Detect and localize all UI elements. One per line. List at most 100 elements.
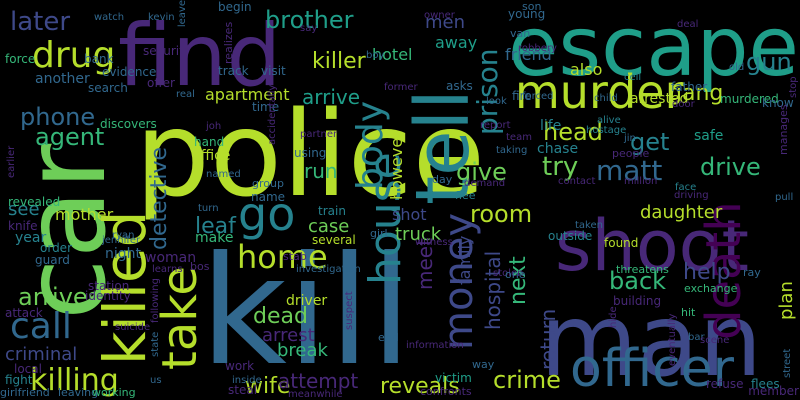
word-friend: friend [505,45,552,64]
word-shot: shot [392,205,427,224]
word-joh: joh [205,121,221,132]
word-jennifer: jennifer [101,235,141,246]
word-following: following [150,278,161,323]
word-eventually: eventually [667,313,678,366]
word-away: away [435,33,477,52]
word-former: former [384,82,418,93]
word-gang: gang [668,81,723,106]
word-alive: alive [597,115,621,126]
word-report: report [480,120,511,131]
word-escape: escape [508,0,799,95]
word-begin: begin [218,0,252,14]
word-son: son [522,0,541,13]
word-group: group [252,177,284,190]
word-life: life [540,118,561,134]
word-refuse: refuse [706,377,744,391]
word-body: body [350,101,391,190]
word-home: home [237,238,328,276]
word-found: found [604,236,638,250]
word-hostage: hostage [586,125,626,136]
word-night: night [105,246,142,262]
word-crime: crime [493,366,561,394]
word-truck: truck [395,224,442,245]
word-look: look [486,96,507,107]
word-kevin: kevin [148,12,175,23]
word-exchange: exchange [684,282,738,295]
word-ray: ray [743,266,761,279]
word-earlier: earlier [6,145,17,178]
word-outside: outside [548,229,592,243]
word-track: track [218,64,249,78]
word-prison: prison [471,48,504,135]
word-robbery: robbery [518,43,557,54]
word-end: end [378,331,399,344]
word-people: people [612,147,650,160]
word-inside: inside [232,375,262,386]
word-attempt: attempt [278,369,358,393]
word-hospital: hospital [481,251,505,330]
word-owner: owner [424,10,456,21]
word-stolen: stolen [493,268,524,279]
word-cell: cell [624,72,641,83]
word-give: give [456,158,507,186]
word-investigation: investigation [296,264,361,275]
word-phone: phone [20,103,95,131]
word-accidentally: accidentally [267,85,278,145]
word-revealed: revealed [8,195,60,209]
word-day: day [432,173,453,186]
word-get: get [630,128,669,156]
word-take: take [152,266,208,370]
word-criminal: criminal [5,344,77,365]
word-father: father [671,80,707,94]
word-attack: attack [5,306,43,320]
word-later: later [10,7,70,37]
word-door: door [672,99,696,110]
word-office: office [192,148,230,164]
word-information: information [406,340,464,351]
word-old: old [729,62,744,73]
word-demand: demand [464,178,505,189]
word-car: car [1,143,131,320]
word-security: security [143,44,191,58]
word-stab: stab [283,250,307,263]
word-killing: killing [30,363,119,398]
word-money: money [436,213,482,350]
word-child: child [594,93,618,104]
word-asks: asks [446,79,473,93]
word-team: team [506,132,532,143]
word-however: however [387,131,406,200]
word-train: train [318,204,346,218]
word-leaving: leaving [58,386,98,399]
word-suicide: suicide [115,322,150,333]
word-officer: officer [570,339,735,399]
word-meet: meet [413,238,437,290]
word-bank: bank [84,52,114,66]
word-hand: hand [194,135,224,149]
word-find: find [118,6,281,106]
word-chase: chase [537,141,578,157]
word-arrives: arrives [18,283,100,311]
word-death: death [696,201,752,340]
word-room: room [470,200,532,228]
word-wife: wife [245,374,290,399]
word-murdered: murdered [720,92,779,106]
word-young: young [508,7,545,21]
word-taking: taking [496,145,527,156]
word-help: help [683,260,731,285]
word-visit: visit [261,64,286,78]
word-ryan: ryan [112,230,135,241]
word-man: man [540,282,762,399]
word-also: also [570,60,602,79]
word-identity: identity [85,289,131,303]
word-drug: drug [32,35,115,76]
word-contact: contact [558,176,596,187]
word-discovers: discovers [100,117,157,131]
word-gun: gun [746,48,792,76]
word-dead: dead [253,304,308,329]
word-driver: driver [286,293,327,309]
word-shoot: shoot [555,205,749,287]
word-taken: taken [575,220,603,231]
word-one: one [505,268,526,281]
word-search: search [88,81,128,95]
